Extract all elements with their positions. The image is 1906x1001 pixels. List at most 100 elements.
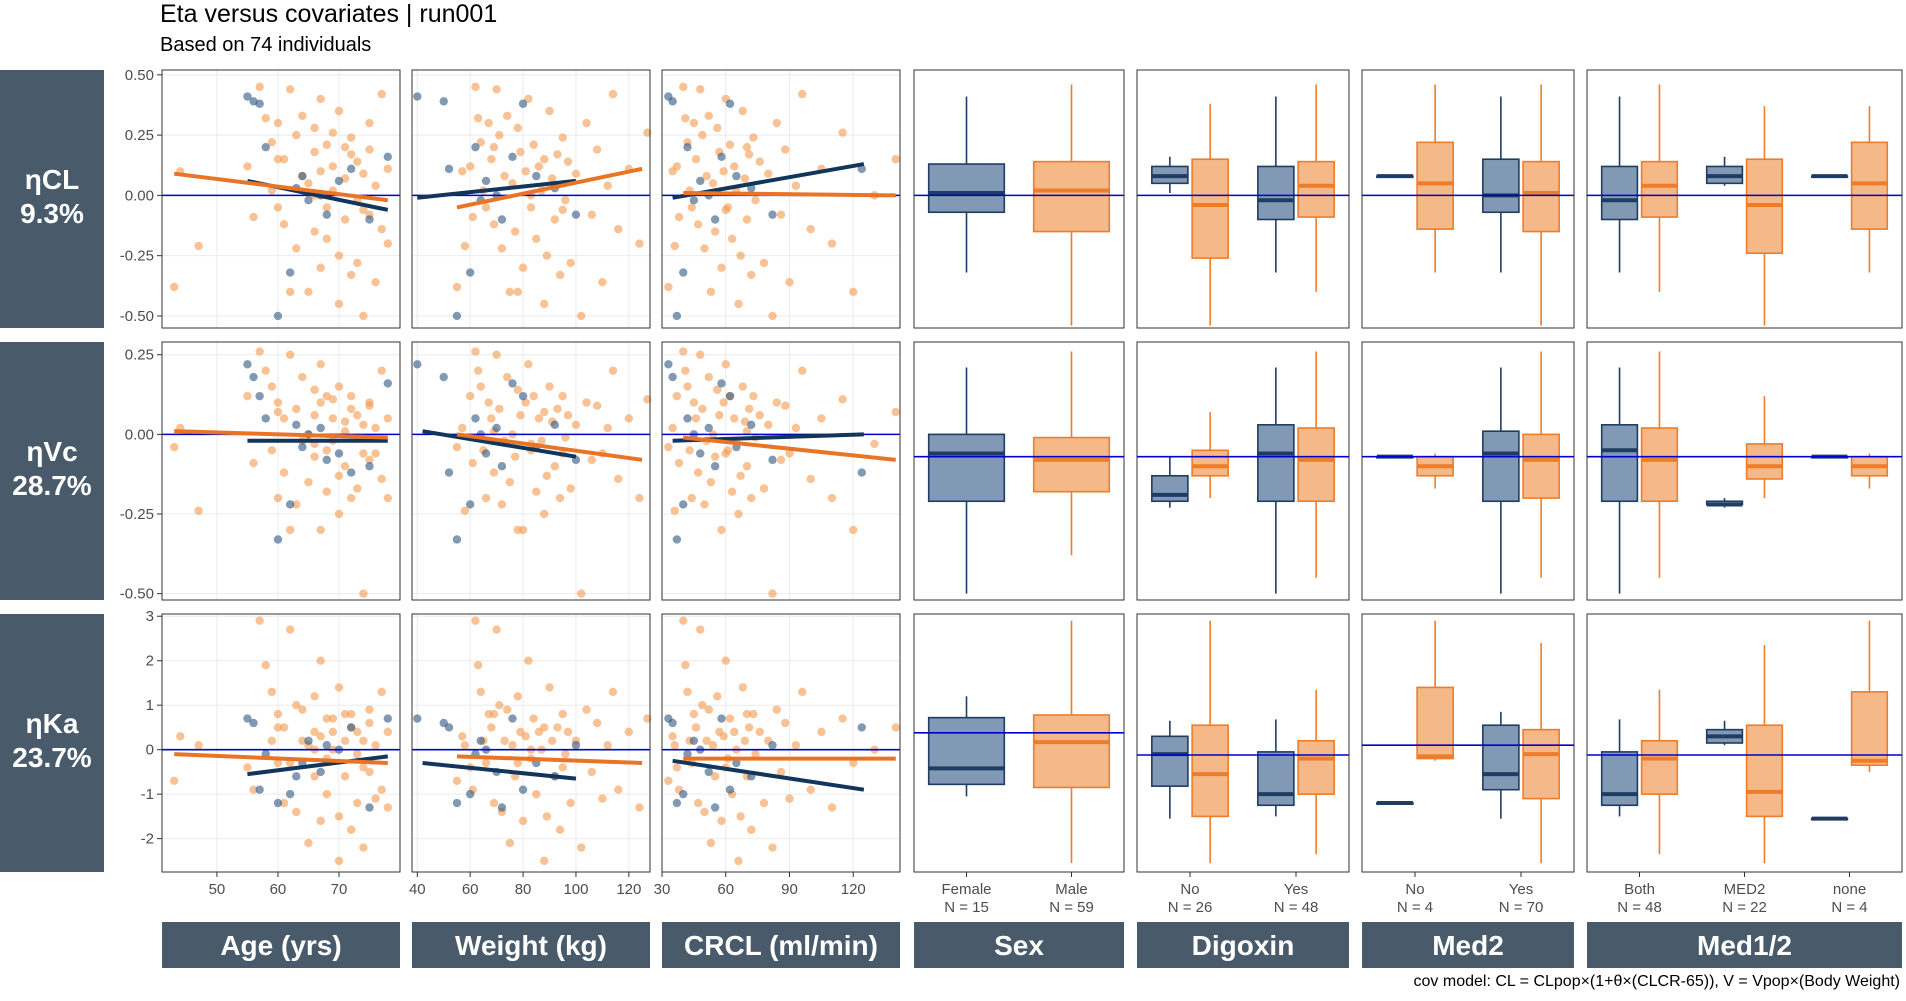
box-body (1850, 691, 1889, 767)
scatter-point (383, 493, 392, 503)
scatter-point (755, 411, 764, 420)
scatter-point (689, 398, 699, 407)
scatter-point (460, 241, 470, 251)
scatter-point (791, 181, 801, 190)
scatter-point (725, 391, 735, 401)
scatter-point (500, 736, 509, 745)
scatter-point (261, 114, 270, 123)
scatter-point (458, 732, 467, 741)
scatter-point (516, 147, 525, 157)
box-body (1522, 160, 1560, 233)
box-body (1482, 430, 1520, 503)
scatter-point (452, 798, 462, 808)
box-body (1151, 735, 1189, 787)
scatter-point (377, 474, 386, 484)
scatter-point (727, 234, 737, 243)
scatter-point (891, 723, 900, 732)
scatter-point (727, 487, 737, 496)
row-strip-shrinkage: 23.7% (12, 742, 91, 773)
x-tick-label: 90 (781, 881, 798, 898)
row-strip-label: ηKa (26, 708, 79, 739)
box-body (1600, 165, 1639, 221)
scatter-point (751, 749, 760, 759)
scatter-point (785, 449, 794, 458)
scatter-point (736, 812, 745, 821)
scatter-point (471, 616, 480, 625)
scatter-point (261, 660, 270, 670)
scatter-point (664, 442, 673, 452)
scatter-point (891, 155, 900, 164)
scatter-point (592, 145, 602, 154)
scatter-point (542, 812, 552, 821)
scatter-point (310, 411, 319, 420)
scatter-point (717, 714, 726, 723)
scatter-point (740, 174, 750, 183)
scatter-point (704, 705, 713, 714)
scatter-point (340, 709, 350, 719)
scatter-point (346, 133, 356, 142)
scatter-point (698, 404, 707, 414)
scatter-point (316, 525, 325, 535)
scatter-point (513, 525, 522, 535)
scatter-point (353, 411, 362, 420)
scatter-point (273, 798, 283, 808)
scatter-point (558, 133, 567, 142)
scatter-point (503, 705, 512, 714)
scatter-point (624, 414, 634, 423)
column-strip-label: Age (yrs) (220, 930, 341, 961)
scatter-point (346, 468, 356, 477)
y-tick-label: -1 (141, 786, 154, 803)
scatter-point (691, 414, 701, 423)
category-label: MED2 (1724, 881, 1766, 898)
x-tick-label: 60 (717, 881, 734, 898)
box-panel (1586, 341, 1903, 601)
scatter-point (768, 210, 777, 219)
scatter-point (487, 723, 496, 732)
scatter-point (304, 287, 313, 297)
column-strip-label: Sex (994, 930, 1044, 961)
trend-line (456, 432, 643, 462)
box-body (927, 716, 1006, 786)
scatter-point (710, 215, 720, 224)
scatter-point (285, 350, 295, 359)
scatter-point (359, 311, 368, 321)
scatter-point (540, 723, 549, 732)
scatter-point (285, 287, 295, 297)
column-strip-label: CRCL (ml/min) (684, 930, 878, 961)
scatter-point (550, 420, 559, 430)
scatter-point (582, 118, 591, 128)
scatter-point (465, 500, 475, 509)
scatter-point (577, 843, 586, 852)
scatter-point (704, 111, 713, 121)
scatter-point (742, 709, 752, 719)
scatter-point (298, 171, 307, 181)
scatter-point (744, 723, 754, 732)
x-tick-label: 30 (654, 881, 671, 898)
scatter-point (732, 171, 741, 181)
scatter-point (698, 130, 707, 140)
scatter-point (744, 150, 754, 159)
scatter-point (340, 462, 350, 471)
scatter-point (292, 807, 301, 817)
trend-line (456, 166, 643, 210)
scatter-point (513, 123, 522, 133)
scatter-point (346, 493, 356, 503)
scatter-point (704, 423, 713, 433)
scatter-point (532, 234, 541, 243)
scatter-point (298, 442, 307, 452)
column-strip (914, 922, 1124, 968)
scatter-point (508, 179, 517, 188)
scatter-point (734, 509, 743, 519)
scatter-point (383, 414, 392, 423)
scatter-point (273, 493, 283, 503)
scatter-point (298, 736, 307, 745)
scatter-point (738, 106, 747, 116)
scatter-point (304, 196, 313, 205)
scatter-point (359, 205, 368, 215)
trend-line (247, 754, 389, 777)
row-strip (0, 70, 104, 328)
scatter-point (304, 838, 313, 848)
scatter-point (719, 398, 728, 407)
scatter-point (849, 525, 858, 535)
category-label: none (1833, 881, 1866, 898)
